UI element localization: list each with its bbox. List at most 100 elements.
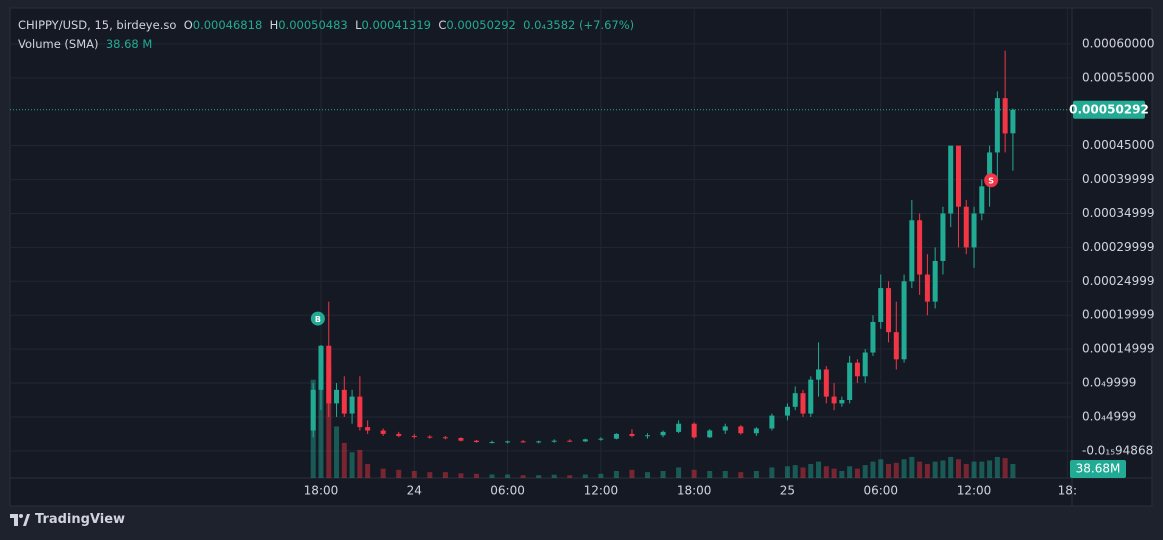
volume-bar: [924, 463, 930, 478]
brand[interactable]: TradingView: [10, 512, 125, 527]
y-tick-label: -0.0₁₅94868: [1082, 443, 1153, 457]
candle-body: [411, 435, 417, 437]
x-tick-label: 25: [780, 484, 795, 498]
volume-bar: [979, 461, 985, 478]
volume-bar: [707, 470, 713, 478]
candle-body: [645, 435, 651, 437]
volume-bar: [839, 470, 845, 478]
x-tick-label: 12:00: [957, 484, 992, 498]
trade-marker-label: S: [988, 177, 994, 186]
trade-marker-label: B: [315, 315, 321, 324]
volume-bar: [909, 456, 915, 478]
candle-body: [932, 260, 938, 302]
candle-body: [909, 220, 915, 282]
x-tick-label: 18:00: [304, 484, 339, 498]
volume-bar: [917, 461, 923, 478]
candle-body: [365, 427, 371, 431]
volume-bar: [1002, 458, 1008, 478]
candle-body: [753, 428, 759, 434]
volume-bar: [473, 473, 479, 478]
candle-body: [357, 396, 363, 428]
volume-row: Volume (SMA) 38.68 M: [18, 35, 634, 54]
candle-body: [769, 415, 775, 429]
volume-bar: [458, 473, 464, 478]
candle-body: [613, 433, 619, 439]
ohlc-key: L: [355, 18, 362, 32]
volume-bar: [994, 456, 1000, 478]
candle-body: [831, 396, 837, 404]
volume-bar: [520, 475, 526, 478]
y-tick-label: 0.00039999: [1082, 172, 1155, 186]
candle-body: [979, 186, 985, 214]
volume-bar: [427, 472, 433, 478]
volume-bar: [598, 473, 604, 478]
volume-bar: [784, 466, 790, 478]
candle-body: [520, 441, 526, 443]
volume-bar: [792, 465, 798, 478]
volume-bar: [816, 461, 822, 478]
change: 0.0₄3582 (+7.67%): [523, 18, 635, 32]
candle-body: [808, 379, 814, 414]
candle-body: [318, 345, 324, 390]
y-tick-label: 0.0₄9999: [1082, 376, 1136, 390]
volume-bar: [582, 474, 588, 478]
volume-bar: [963, 463, 969, 478]
candle-body: [396, 433, 402, 436]
candle-body: [427, 436, 433, 438]
volume-bar: [987, 460, 993, 478]
volume-bar: [341, 442, 347, 478]
candle-body: [948, 145, 954, 214]
candle-body: [473, 440, 479, 443]
candle-body: [963, 206, 969, 248]
candle-body: [582, 439, 588, 442]
candle-body: [994, 98, 1000, 153]
volume-bar: [932, 461, 938, 478]
candle-body: [823, 369, 829, 397]
ohlc-row: CHIPPY/USD, 15, birdeye.so O0.00046818 H…: [18, 16, 634, 35]
trade-marker: [310, 311, 325, 326]
volume-bar: [380, 468, 386, 478]
candle-body: [893, 332, 899, 360]
y-tick-label: 0.00029999: [1082, 240, 1155, 254]
candle-body: [536, 441, 542, 443]
volume-bar: [948, 456, 954, 478]
volume-bar: [738, 472, 744, 478]
volume-bar: [326, 365, 332, 478]
x-tick-label: 18:00: [677, 484, 712, 498]
candle-body: [792, 393, 798, 407]
volume-bar: [489, 474, 495, 478]
candle-body: [489, 442, 495, 444]
x-tick-label: 18:: [1058, 484, 1077, 498]
y-tick-label: 0.0₄4999: [1082, 409, 1136, 423]
volume-bar: [870, 461, 876, 478]
candle-body: [676, 423, 682, 432]
candle-body: [839, 400, 845, 404]
candle-body: [442, 437, 448, 439]
y-tick-label: 0.00060000: [1082, 36, 1155, 50]
candle-body: [940, 213, 946, 261]
last-price-box: [1073, 100, 1145, 119]
volume-bar: [862, 465, 868, 478]
chart-frame: [9, 7, 1153, 507]
brand-name: TradingView: [35, 512, 126, 527]
volume-bar: [878, 459, 884, 478]
y-tick-label: 0.00034999: [1082, 206, 1155, 220]
candle-body: [917, 220, 923, 275]
volume-bar: [442, 472, 448, 478]
candle-body: [971, 213, 977, 248]
ohlc-key: O: [183, 18, 193, 32]
candle-body: [800, 393, 806, 414]
x-tick-label: 24: [407, 484, 422, 498]
volume-bar: [1010, 463, 1016, 478]
candle-body: [738, 426, 744, 434]
volume-value: 38.68 M: [105, 37, 153, 51]
overlay: 0.00050292 38.68M B S: [10, 100, 1149, 478]
candle-body: [901, 281, 907, 360]
x-tick-label: 12:00: [584, 484, 619, 498]
volume-bar: [318, 346, 324, 478]
volume-bar: [365, 463, 371, 478]
candles: [310, 50, 1016, 444]
y-tick-label: 0.00014999: [1082, 342, 1155, 356]
